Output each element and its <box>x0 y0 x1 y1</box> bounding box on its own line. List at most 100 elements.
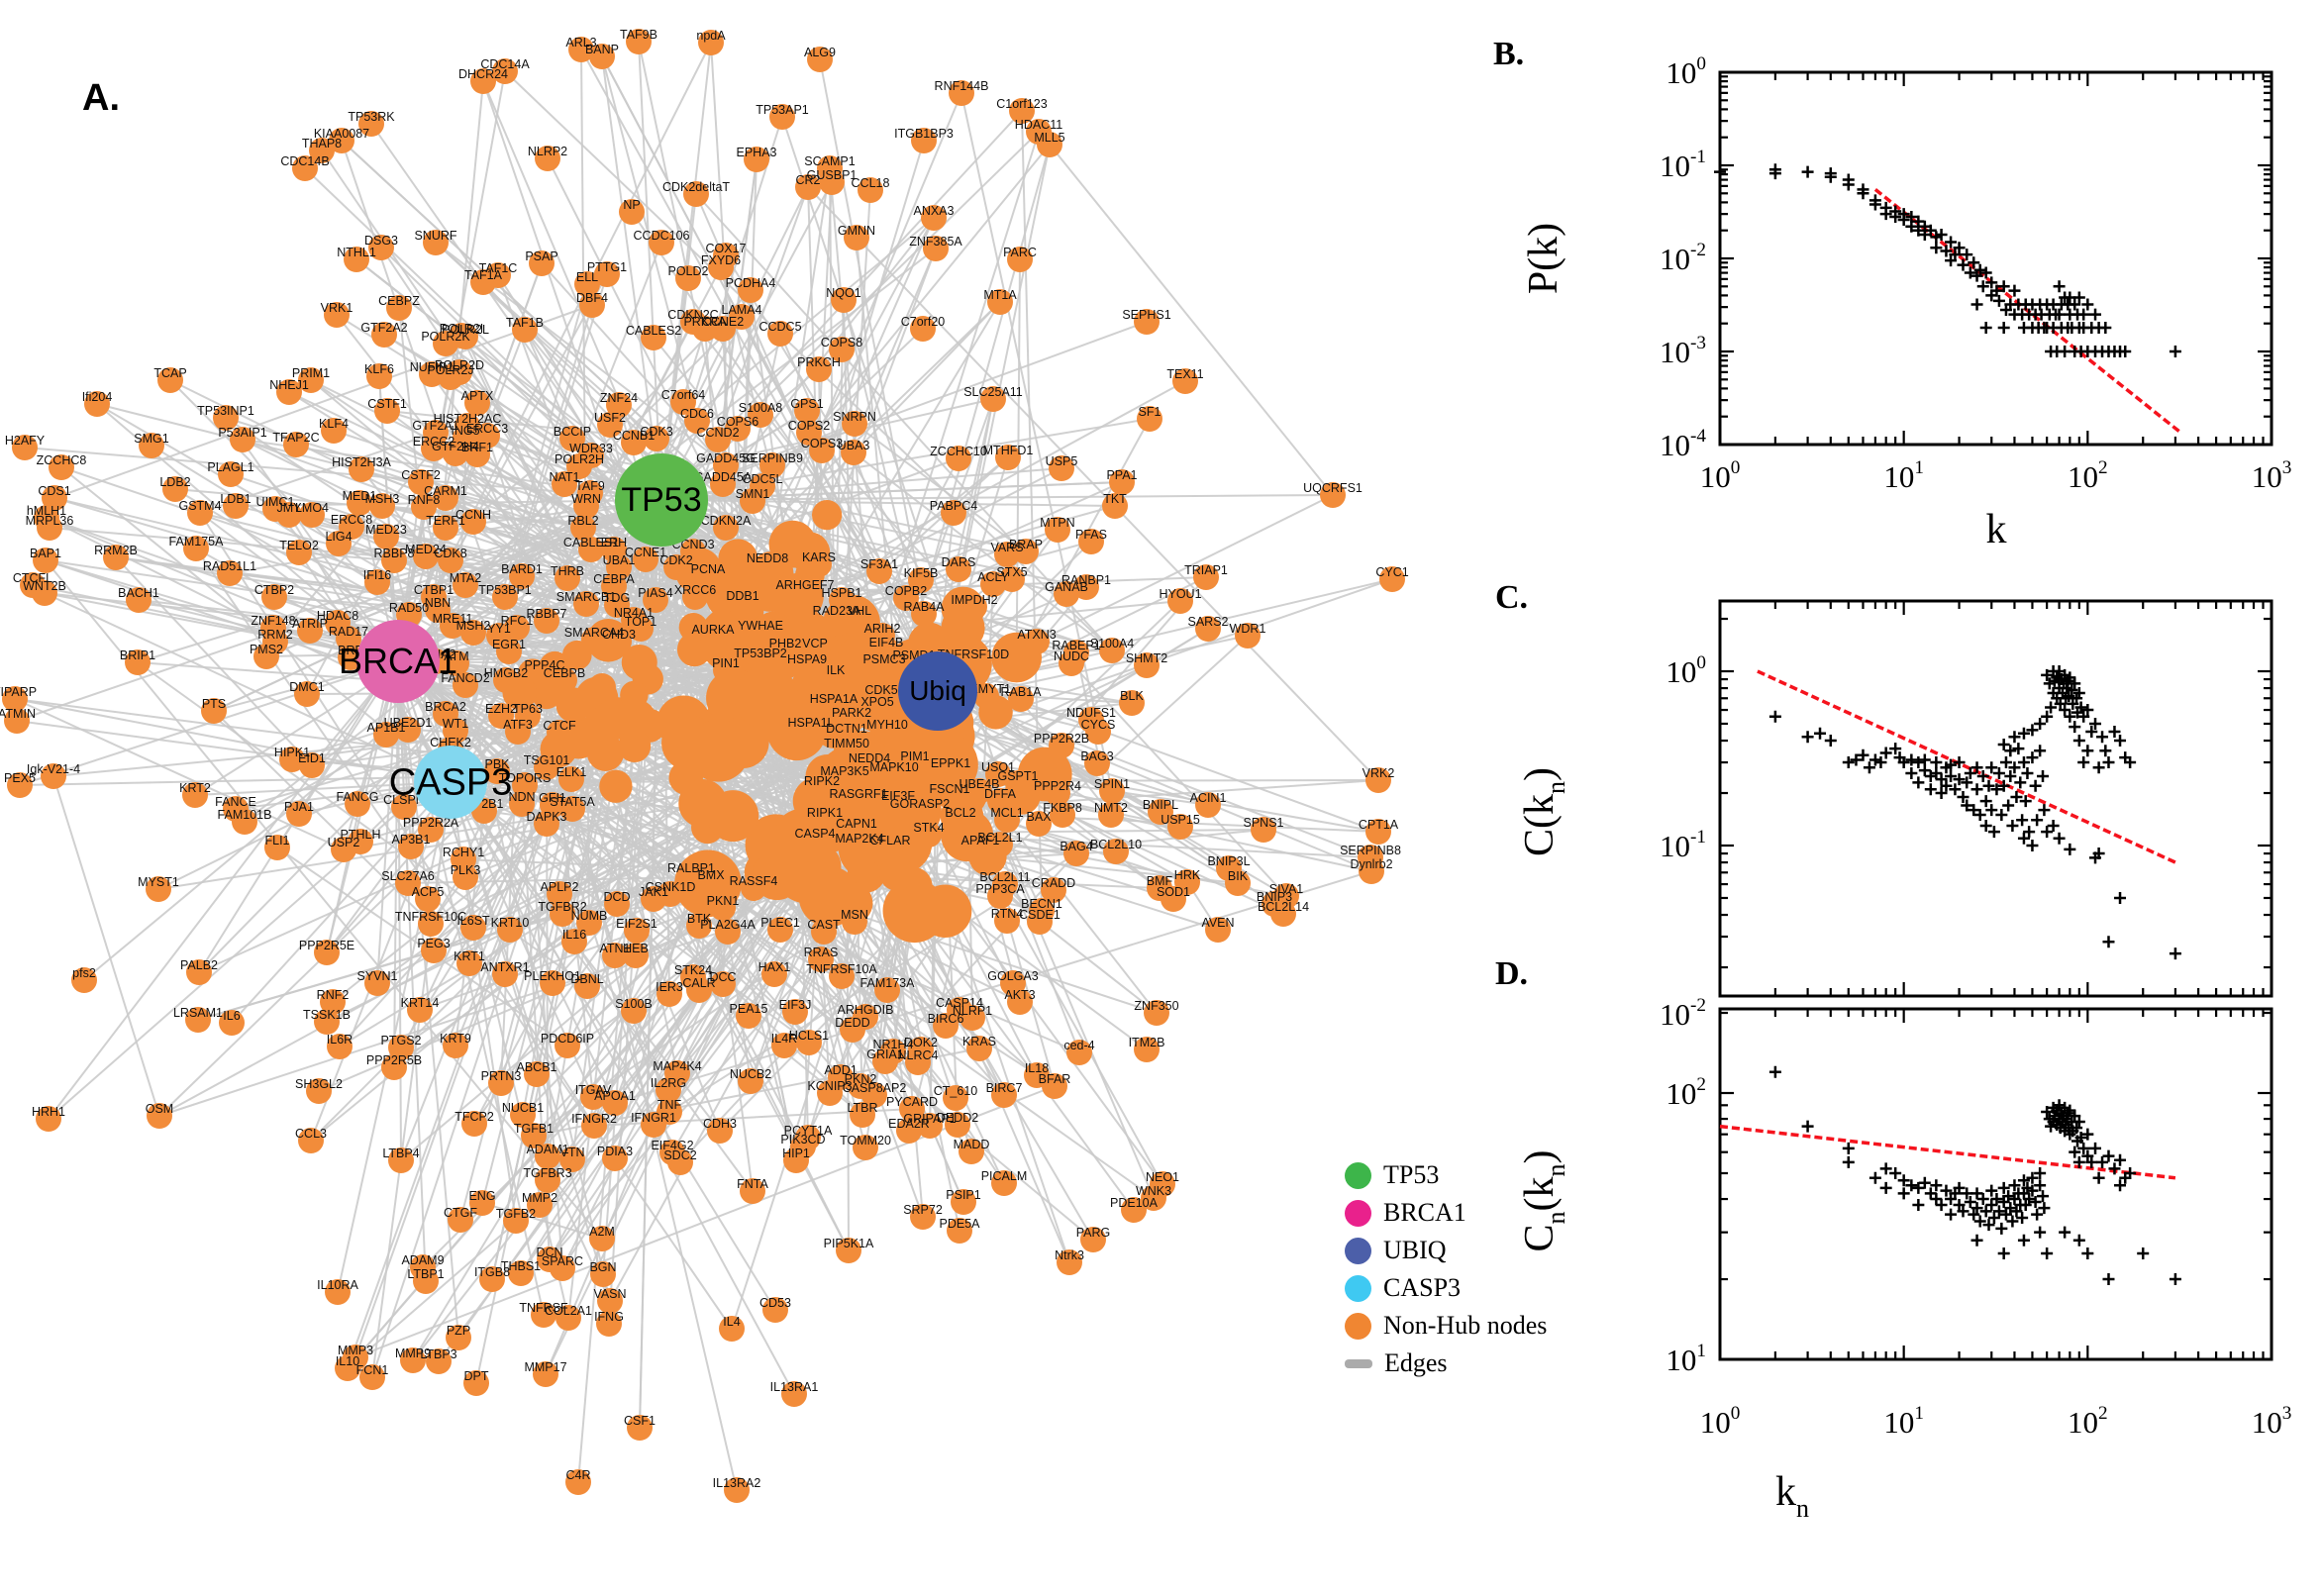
scatter-point <box>1842 1142 1855 1154</box>
network-cluster-node <box>618 730 652 763</box>
tick-label: 101 <box>1883 1403 1924 1440</box>
scatter-point <box>1979 795 1992 808</box>
scatter-point <box>2026 840 2039 851</box>
scatter-point <box>1912 1199 1925 1212</box>
network-node <box>470 68 496 94</box>
network-node <box>807 47 833 72</box>
scatter-point <box>2081 1247 2094 1259</box>
legend-label: TP53 <box>1383 1160 1440 1189</box>
network-cluster-node <box>811 499 843 531</box>
scatter-point <box>2002 799 2015 812</box>
scatter-point <box>2004 745 2017 757</box>
scatter-point <box>1970 1234 1983 1247</box>
network-cluster-node <box>687 719 751 782</box>
scatter-point <box>2069 721 2081 734</box>
scatter-point <box>2059 1226 2071 1239</box>
network-node <box>309 138 335 163</box>
scatter-point <box>2053 280 2066 293</box>
scatter-point <box>2038 1202 2051 1215</box>
scatter-point <box>1985 761 1998 774</box>
legend-item: TP53 <box>1345 1156 1547 1194</box>
network-node <box>649 230 674 255</box>
legend-edge-swatch <box>1345 1358 1372 1368</box>
scatter-point <box>2114 1153 2127 1166</box>
network-node <box>529 250 555 276</box>
legend-node-swatch <box>1345 1274 1371 1302</box>
scatter-point <box>2137 1247 2150 1259</box>
scatter-point <box>1879 1181 1892 1194</box>
legend-node-swatch <box>1345 1312 1371 1340</box>
network-node <box>386 295 412 321</box>
axis-title-x: kn <box>1775 1469 1809 1523</box>
network-node <box>470 269 496 295</box>
network-cluster-node <box>879 855 915 891</box>
panel-label-b: B. <box>1493 36 1525 72</box>
network-edge <box>457 819 826 1339</box>
scatter-point <box>2031 814 2044 827</box>
network-node <box>795 174 821 200</box>
scatter-point <box>2089 308 2102 321</box>
tick-label: 101 <box>1666 1341 1706 1377</box>
scatter-point <box>1824 735 1837 748</box>
network-edge <box>450 781 776 1311</box>
network-node <box>738 277 763 303</box>
scatter-point <box>2029 779 2042 792</box>
network-edge <box>660 499 1148 666</box>
network-node <box>698 30 724 55</box>
plot-B: 100 101 102 103 100 10-1 10-2 10-3 10-4 P(k) k <box>1521 53 2291 552</box>
network-edge <box>614 870 1372 1104</box>
scatter-point <box>2064 843 2076 855</box>
fit-line <box>1719 1124 2176 1180</box>
tick-label: 102 <box>2068 1403 2108 1440</box>
plot-frame <box>1718 70 2273 447</box>
network-node <box>769 104 795 130</box>
tick-label: 102 <box>1666 1074 1706 1111</box>
scatter-point <box>2102 1149 2115 1162</box>
tick-label: 10-3 <box>1660 333 1706 369</box>
network-node <box>423 230 449 255</box>
network-edge <box>660 321 1148 501</box>
scatter-point <box>1868 1171 1881 1184</box>
network-panel: TP53RKKIAA0087THAP8CDC14BDSG3NTHL1SNURFC… <box>0 28 1409 1503</box>
axis-title-y: P(k) <box>1521 223 1566 294</box>
plot-C: 100 10-1 10-2 C(kn) <box>1517 599 2273 1032</box>
network-node <box>492 58 518 84</box>
network-edge <box>397 660 616 1104</box>
network-edge <box>854 423 1027 552</box>
network-cluster-node <box>678 779 728 828</box>
network-cluster-node <box>620 680 649 710</box>
panel-label-c: C. <box>1495 579 1529 616</box>
scatter-point <box>1905 766 1918 779</box>
network-edge <box>52 775 160 1117</box>
network-edge <box>722 217 935 485</box>
scatter-point <box>1768 710 1781 723</box>
network-edge <box>660 499 1116 507</box>
scatter-point <box>2169 948 2181 960</box>
network-cluster-node <box>556 687 591 723</box>
legend-node-swatch <box>1345 1161 1371 1189</box>
network-cluster-node <box>768 520 817 568</box>
tick-label: 10-1 <box>1660 827 1706 863</box>
scatter-point <box>1905 753 1918 766</box>
scatter-point <box>1970 1187 1983 1200</box>
network-node <box>594 261 620 287</box>
scatter-point <box>1912 756 1925 769</box>
scatter-point <box>2081 745 2094 757</box>
scatter-point <box>1995 1222 2008 1235</box>
tick-label: 10-1 <box>1660 147 1706 183</box>
network-node <box>767 321 793 347</box>
tick-label: 10-2 <box>1660 240 1706 276</box>
scatter-point <box>1863 761 1875 774</box>
scatter-point <box>1968 256 1980 269</box>
legend-label: CASP3 <box>1383 1273 1462 1302</box>
network-edge <box>337 499 662 624</box>
tick-label: 103 <box>2252 457 2292 494</box>
scatter-point <box>2114 735 2127 748</box>
legend-label: BRCA1 <box>1383 1198 1466 1227</box>
scatter-point <box>1987 826 2000 839</box>
network-edge <box>960 92 1113 792</box>
network-node <box>1009 98 1035 124</box>
scatter-point <box>2102 936 2115 948</box>
